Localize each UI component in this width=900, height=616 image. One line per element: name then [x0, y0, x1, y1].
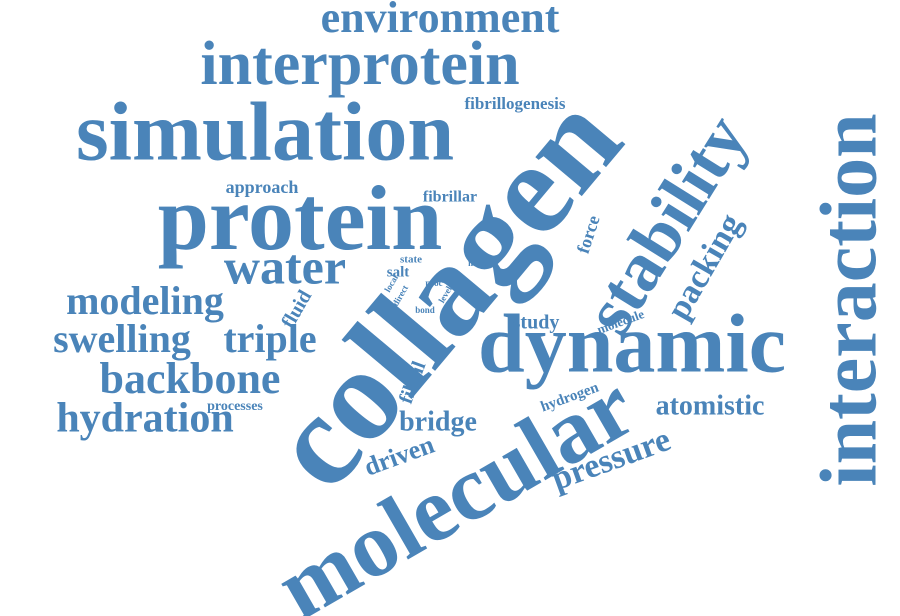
word: dynamic — [478, 297, 786, 390]
word: fibrillogenesis — [464, 94, 565, 113]
word: simulation — [76, 85, 454, 178]
word: salt — [387, 264, 410, 280]
word: backbone — [100, 354, 281, 403]
word: interprotein — [200, 30, 519, 98]
word: bridge — [399, 406, 477, 437]
word: fibrillar — [423, 189, 477, 206]
word: proc — [425, 278, 442, 288]
word: approach — [226, 177, 299, 197]
word: hydration — [56, 396, 233, 442]
word: processes — [207, 399, 263, 414]
word: protein — [158, 167, 443, 269]
word: swelling — [53, 316, 191, 361]
word: triple — [223, 316, 316, 361]
word: atomistic — [656, 390, 765, 421]
word: more — [468, 258, 488, 268]
word: bond — [415, 305, 435, 315]
word: environment — [321, 0, 560, 42]
word: state — [400, 254, 422, 266]
word: interaction — [805, 113, 893, 486]
word: modeling — [66, 278, 224, 323]
word: water — [224, 238, 346, 294]
word: study — [513, 312, 560, 334]
